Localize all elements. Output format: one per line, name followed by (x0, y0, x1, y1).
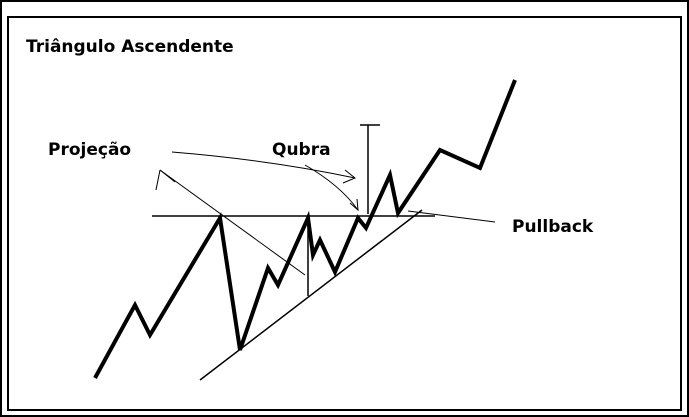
pullback-pointer (407, 210, 496, 223)
arrow-head (342, 169, 356, 184)
arrow-tail (155, 169, 176, 191)
break-arrow (304, 164, 359, 211)
projection-arrow (171, 151, 356, 179)
projection-label: Projeção (48, 140, 131, 160)
support-line (199, 209, 423, 381)
break-label: Qubra (272, 140, 331, 160)
title: Triângulo Ascendente (26, 37, 234, 57)
price-line (93, 79, 517, 379)
inner-frame (7, 16, 682, 411)
break-arrow-head (349, 198, 359, 212)
pullback-label: Pullback (512, 217, 594, 237)
projection-guide (159, 169, 306, 276)
